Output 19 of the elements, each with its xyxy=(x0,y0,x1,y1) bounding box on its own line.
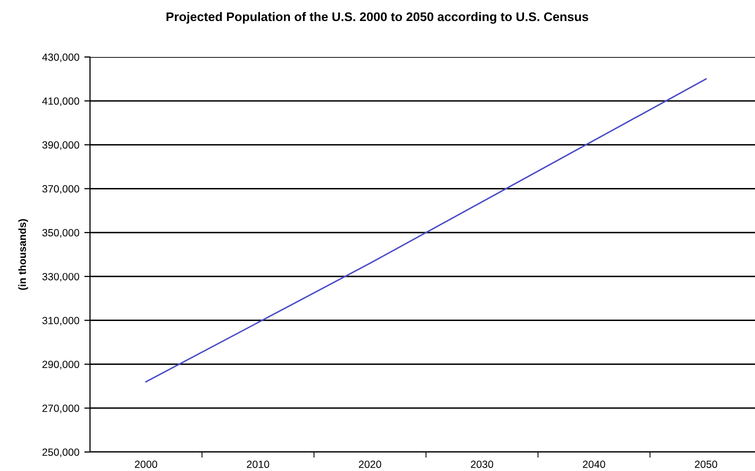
x-tick-label: 2010 xyxy=(246,460,270,468)
y-tick-label: 350,000 xyxy=(42,229,80,238)
y-tick-label: 430,000 xyxy=(42,54,80,62)
x-tick-label: 2050 xyxy=(694,460,718,468)
y-tick-label: 330,000 xyxy=(42,272,80,282)
y-tick-label: 270,000 xyxy=(42,404,80,414)
y-tick-label: 310,000 xyxy=(42,316,80,326)
y-tick-label: 390,000 xyxy=(42,141,80,150)
y-tick-label: 410,000 xyxy=(42,97,80,106)
x-tick-label: 2000 xyxy=(134,460,158,468)
x-tick-label: 2040 xyxy=(582,460,606,468)
y-axis-title: (in thousands) xyxy=(18,219,28,290)
x-tick-label: 2030 xyxy=(470,460,494,468)
x-tick-label: 2020 xyxy=(358,460,382,468)
chart-title: Projected Population of the U.S. 2000 to 2050 according to U.S. Census xyxy=(166,12,588,24)
line-series xyxy=(145,78,707,382)
y-tick-label: 290,000 xyxy=(42,360,80,370)
y-tick-label: 250,000 xyxy=(42,448,80,458)
y-tick-label: 370,000 xyxy=(42,185,80,194)
